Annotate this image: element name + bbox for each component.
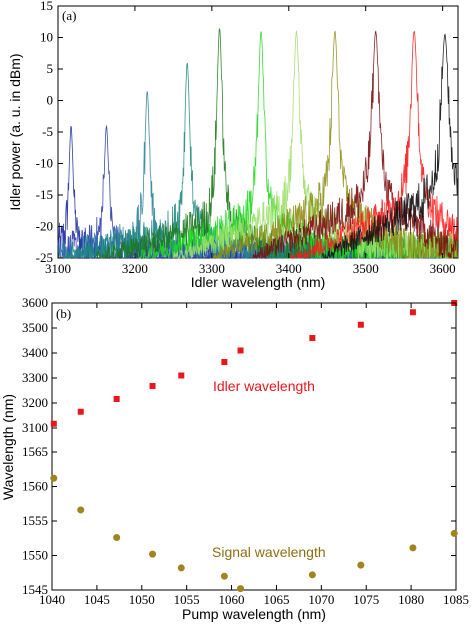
panel-b-x-tick-label: 1065 <box>263 592 289 607</box>
panel-b-y-ticks: 3100 3200 3300 3400 3500 3600 1545 1550 1555 1560… <box>22 295 456 597</box>
panel-b-points-group <box>50 300 458 593</box>
panel-a-x-tick-label: 3400 <box>276 261 302 276</box>
panel-b: 1040 1045 1050 1055 1060 1065 1070 1075 1080 1085… <box>0 295 469 622</box>
idler-point <box>50 420 57 427</box>
spectrum-series-10 <box>290 30 459 260</box>
panel-a-series-group <box>57 28 459 260</box>
panel-b-x-tick-label: 1085 <box>443 592 469 607</box>
panel-b-x-tick-label: 1050 <box>129 592 155 607</box>
signal-point <box>149 550 157 558</box>
panel-b-lower-y-tick-label: 1550 <box>22 548 48 563</box>
panel-a-y-tick-label: -10 <box>36 156 53 171</box>
panel-b-lower-y-tick-label: 1560 <box>22 479 48 494</box>
panel-a-y-tick-label: 15 <box>40 0 53 13</box>
idler-point <box>178 372 185 379</box>
panel-b-x-ticks: 1040 1045 1050 1055 1060 1065 1070 1075 1080 1085 <box>39 303 469 607</box>
signal-point <box>308 571 316 579</box>
panel-b-x-tick-label: 1060 <box>219 592 245 607</box>
panel-b-upper-y-tick-label: 3500 <box>22 320 48 335</box>
panel-b-upper-y-tick-label: 3600 <box>22 295 48 310</box>
idler-point <box>113 396 120 402</box>
signal-point <box>409 544 417 552</box>
signal-point <box>177 564 185 572</box>
panel-a-x-ticks: 3100 3200 3300 3400 3500 3600 <box>45 6 456 276</box>
panel-a: 3100 3200 3300 3400 3500 3600 -25 -20 -15 -10 -5 0… <box>7 0 459 290</box>
signal-point <box>237 585 245 593</box>
signal-wavelength-annotation: Signal wavelength <box>212 544 326 560</box>
panel-b-x-tick-label: 1055 <box>174 592 200 607</box>
panel-a-x-tick-label: 3200 <box>122 261 148 276</box>
idler-wavelength-annotation: Idler wavelength <box>213 378 315 394</box>
idler-point <box>149 383 156 389</box>
panel-b-x-tick-label: 1070 <box>308 592 334 607</box>
panel-a-y-axis-label: Idler power (a. u. in dBm) <box>7 53 23 210</box>
panel-b-lower-y-tick-label: 1545 <box>22 582 48 597</box>
signal-point <box>357 561 365 569</box>
panel-b-x-tick-label: 1045 <box>84 592 110 607</box>
panel-a-x-tick-label: 3300 <box>199 261 225 276</box>
panel-b-upper-y-tick-label: 3400 <box>22 345 48 360</box>
signal-point <box>450 529 458 537</box>
panel-b-upper-y-tick-label: 3200 <box>22 395 48 410</box>
panel-a-x-tick-label: 3100 <box>45 261 71 276</box>
panel-b-label: (b) <box>56 306 71 321</box>
panel-b-x-tick-label: 1075 <box>353 592 379 607</box>
panel-b-x-tick-label: 1080 <box>398 592 424 607</box>
idler-point <box>237 347 244 354</box>
panel-a-y-tick-label: 0 <box>47 93 54 108</box>
panel-b-upper-y-tick-label: 3100 <box>22 420 48 435</box>
idler-point <box>221 359 228 365</box>
signal-point <box>50 474 58 482</box>
signal-point <box>77 506 85 514</box>
idler-point <box>309 335 316 341</box>
spectrum-series-9 <box>252 30 459 259</box>
panel-a-y-tick-label: -20 <box>36 219 53 234</box>
panel-b-y-axis-label: Wavelength (nm) <box>0 394 16 500</box>
panel-a-y-ticks: -25 -20 -15 -10 -5 0 5 10 15 <box>36 0 458 265</box>
panel-b-plot-area <box>51 302 457 591</box>
panel-b-lower-y-tick-label: 1565 <box>22 444 48 459</box>
spectrum-series-11 <box>321 33 459 259</box>
idler-point <box>77 408 84 415</box>
panel-b-lower-y-tick-label: 1555 <box>22 513 48 528</box>
panel-a-x-axis-label: Idler wavelength (nm) <box>191 274 326 290</box>
panel-a-y-tick-label: 5 <box>47 61 54 76</box>
panel-b-x-tick-label: 1040 <box>39 592 65 607</box>
panel-a-x-tick-label: 3500 <box>353 261 379 276</box>
panel-b-x-axis-label: Pump wavelength (nm) <box>182 606 326 622</box>
signal-point <box>220 572 228 580</box>
panel-b-upper-y-tick-label: 3300 <box>22 370 48 385</box>
idler-point <box>357 321 364 328</box>
panel-a-y-tick-label: -25 <box>36 250 53 265</box>
panel-a-y-tick-label: -15 <box>36 187 53 202</box>
panel-a-y-tick-label: -5 <box>42 124 53 139</box>
panel-a-y-tick-label: 10 <box>40 30 53 45</box>
idler-point <box>409 309 416 316</box>
signal-point <box>113 534 121 542</box>
spectrum-series-8 <box>211 30 459 260</box>
panel-a-label: (a) <box>62 8 76 23</box>
panel-a-x-tick-label: 3600 <box>430 261 456 276</box>
